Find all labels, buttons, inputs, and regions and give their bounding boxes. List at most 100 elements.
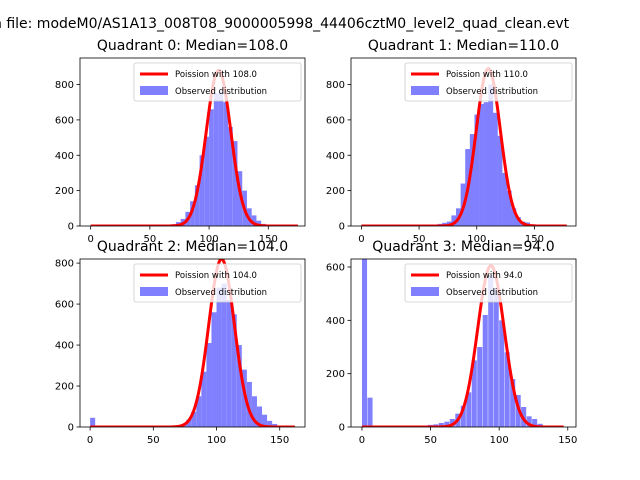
y-tick-label: 400 bbox=[326, 316, 345, 327]
y-tick-label: 400 bbox=[55, 151, 74, 162]
histogram-bar bbox=[444, 421, 450, 427]
plot-area bbox=[361, 259, 565, 427]
histogram-bar bbox=[221, 283, 227, 427]
legend-label-poisson: Poission with 94.0 bbox=[446, 271, 523, 281]
legend-label-observed: Observed distribution bbox=[175, 288, 267, 298]
y-tick-label: 0 bbox=[339, 423, 345, 434]
histogram-bar bbox=[477, 347, 483, 427]
panel-title: Quadrant 2: Median=104.0 bbox=[97, 239, 288, 255]
x-tick-label: 50 bbox=[413, 234, 426, 245]
y-tick-label: 600 bbox=[326, 263, 345, 274]
histogram-bar bbox=[474, 114, 480, 226]
histogram-bar bbox=[361, 259, 368, 427]
legend-label-poisson: Poission with 108.0 bbox=[175, 70, 257, 80]
legend-bar-swatch bbox=[411, 287, 439, 296]
histogram-bar bbox=[460, 405, 466, 427]
x-tick-label: 150 bbox=[558, 435, 577, 446]
axes-frame bbox=[350, 258, 577, 428]
histogram-bar bbox=[256, 220, 262, 226]
x-tick-label: 50 bbox=[144, 234, 157, 245]
y-tick-label: 600 bbox=[55, 115, 74, 126]
histogram-bar bbox=[251, 215, 257, 226]
panel-title: Quadrant 1: Median=110.0 bbox=[368, 38, 559, 54]
histogram-bar bbox=[199, 155, 205, 226]
y-tick-label: 0 bbox=[339, 222, 345, 233]
panel-3: 0 50 100 150 0 200 400 600 Poission with 94.0 Obs… bbox=[326, 239, 577, 446]
histogram-bar bbox=[213, 93, 219, 226]
legend-bar-swatch bbox=[140, 86, 168, 95]
legend-box bbox=[404, 263, 573, 303]
histogram-bar bbox=[267, 420, 273, 427]
y-tick-label: 600 bbox=[326, 115, 345, 126]
histogram-bar bbox=[469, 134, 475, 226]
histogram-bar bbox=[231, 314, 237, 427]
histogram-bar bbox=[206, 343, 212, 427]
histogram-bar bbox=[232, 141, 238, 226]
y-tick-label: 400 bbox=[326, 151, 345, 162]
legend-box bbox=[133, 263, 302, 303]
histogram-bar bbox=[488, 275, 494, 427]
y-tick-label: 800 bbox=[55, 80, 74, 91]
histogram-bar bbox=[510, 379, 516, 427]
histogram-bar bbox=[237, 171, 243, 226]
plot-area bbox=[89, 259, 296, 427]
legend-label-observed: Observed distribution bbox=[446, 288, 538, 298]
plot-area bbox=[89, 68, 299, 226]
y-tick-label: 0 bbox=[68, 423, 74, 434]
histogram-bar bbox=[493, 288, 499, 427]
histogram-bar bbox=[262, 414, 268, 427]
histogram-bar bbox=[506, 190, 512, 226]
histogram-bar bbox=[251, 396, 257, 427]
histogram-bar bbox=[223, 102, 229, 226]
x-tick-label: 50 bbox=[147, 435, 160, 446]
histogram-bar bbox=[196, 396, 202, 427]
histogram-bar bbox=[483, 102, 489, 226]
histogram-bar bbox=[497, 135, 503, 226]
x-tick-label: 150 bbox=[259, 234, 278, 245]
histogram-bar bbox=[204, 136, 210, 226]
x-tick-label: 100 bbox=[467, 234, 486, 245]
histogram-bar bbox=[502, 172, 507, 226]
panel-0: 0 50 100 150 0 200 400 600 800 Poission with 108.… bbox=[55, 38, 306, 245]
histogram-bar bbox=[466, 392, 472, 427]
figure-suptitle: n file: modeM0/AS1A13_008T08_9000005998_… bbox=[0, 16, 570, 32]
axes-frame bbox=[350, 57, 577, 227]
histogram-bar bbox=[194, 185, 200, 226]
histogram-bar bbox=[516, 217, 521, 226]
y-tick-label: 0 bbox=[68, 222, 74, 233]
histogram-bar bbox=[367, 397, 373, 427]
histogram-bar bbox=[211, 312, 217, 427]
histogram-bar bbox=[216, 287, 222, 427]
legend-bar-swatch bbox=[140, 287, 168, 296]
histogram-bar bbox=[218, 91, 224, 226]
x-tick-label: 100 bbox=[200, 234, 219, 245]
x-tick-label: 150 bbox=[270, 435, 289, 446]
histogram-bar bbox=[511, 208, 517, 226]
panel-2: 0 50 100 150 0 200 400 600 800 Poission with 104.… bbox=[55, 239, 306, 446]
poisson-curve bbox=[361, 264, 565, 427]
legend-bar-swatch bbox=[411, 86, 439, 95]
y-tick-label: 200 bbox=[55, 382, 74, 393]
legend-label-observed: Observed distribution bbox=[175, 87, 267, 97]
x-tick-label: 100 bbox=[490, 435, 509, 446]
histogram-bar bbox=[438, 423, 444, 427]
legend-label-observed: Observed distribution bbox=[446, 87, 538, 97]
axes-frame bbox=[79, 258, 306, 428]
histogram-bar bbox=[499, 320, 505, 427]
panel-1: 0 50 100 150 0 200 400 600 800 Poission with 110.… bbox=[326, 38, 577, 245]
histogram-bar bbox=[209, 109, 214, 226]
panel-title: Quadrant 0: Median=108.0 bbox=[97, 38, 288, 54]
x-tick-label: 0 bbox=[87, 435, 93, 446]
histogram-bar bbox=[236, 345, 242, 427]
legend-box bbox=[404, 62, 573, 102]
y-tick-label: 800 bbox=[55, 259, 74, 270]
x-tick-label: 150 bbox=[525, 234, 544, 245]
histogram-bar bbox=[526, 416, 532, 427]
histogram-bar bbox=[246, 381, 252, 427]
histogram-bar bbox=[482, 315, 488, 427]
y-tick-label: 400 bbox=[55, 341, 74, 352]
histogram-bar bbox=[272, 423, 278, 427]
histogram-bar bbox=[90, 417, 96, 427]
histogram-bar bbox=[488, 84, 494, 226]
